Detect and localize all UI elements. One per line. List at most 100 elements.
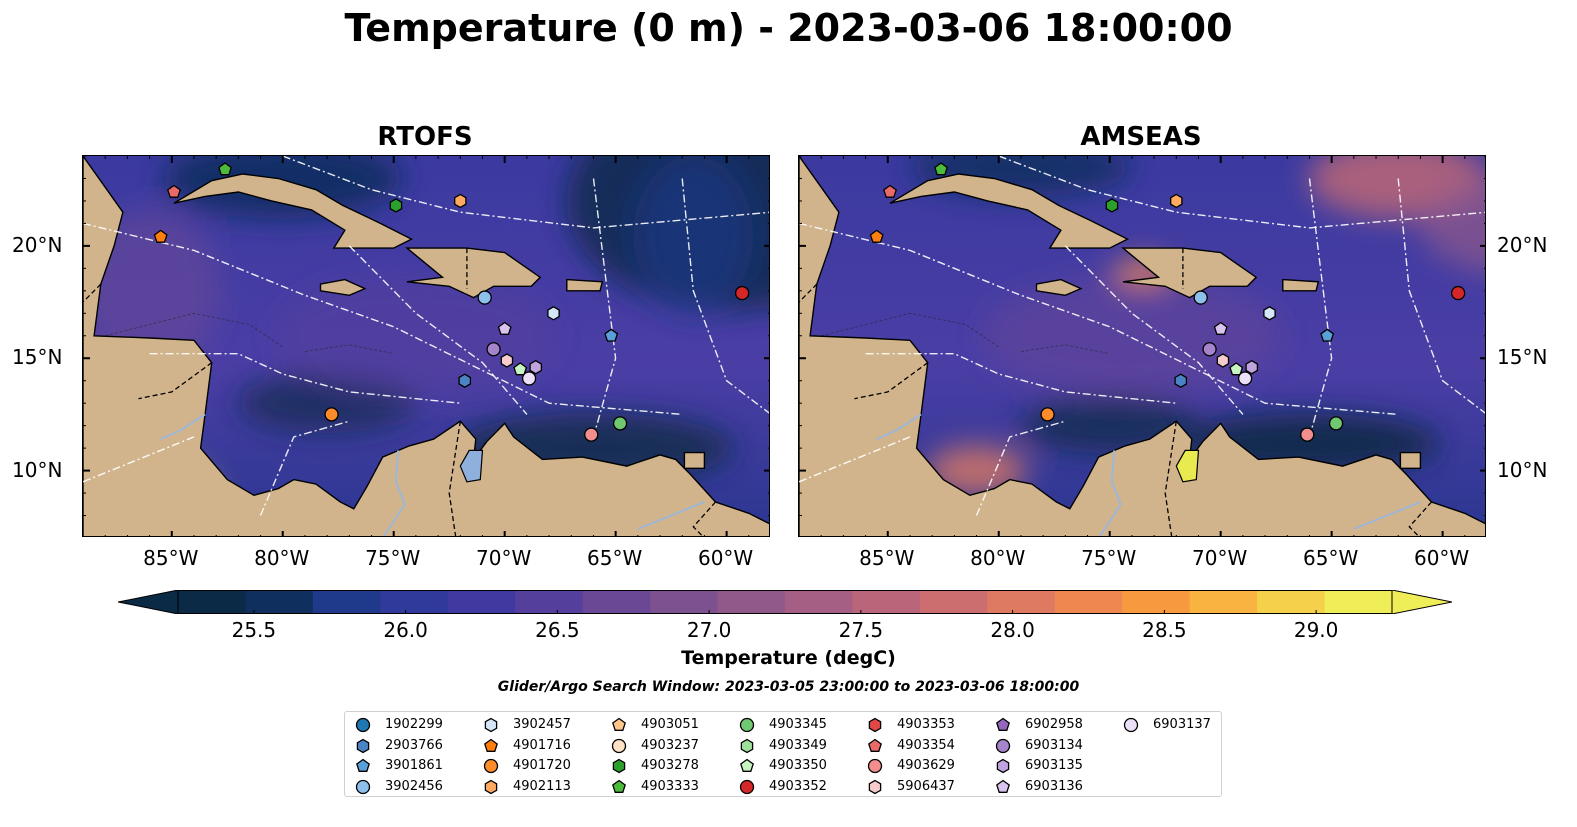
country-border [448, 421, 461, 536]
float-marker-6903134 [486, 342, 501, 357]
colorbar-tick-label: 28.5 [1142, 618, 1187, 642]
eez-boundary [1308, 178, 1333, 438]
colorbar-segment [1054, 590, 1123, 614]
amseas-map-svg [799, 156, 1485, 536]
colorbar-segment [785, 590, 853, 614]
colorbar-segment [1122, 590, 1191, 614]
land-puertoRico [566, 278, 604, 292]
colorbar-tick-label: 27.5 [838, 618, 884, 642]
legend-label: 6903134 [1025, 737, 1083, 753]
float-marker-2903766 [1174, 373, 1188, 388]
legend-label: 4903349 [769, 737, 827, 753]
legend-marker [484, 779, 498, 794]
float-marker-6903135 [1245, 359, 1259, 375]
float-marker-4901720 [324, 407, 339, 422]
legend-label: 4902113 [513, 778, 571, 794]
float-marker-3902457 [547, 306, 560, 321]
legend-marker [867, 758, 883, 774]
legend-label: 4903333 [641, 778, 699, 794]
colorbar-max-extend [1391, 590, 1452, 614]
float-marker-3902457 [1263, 306, 1276, 321]
colorbar-segment [380, 590, 449, 614]
legend-label: 3902456 [385, 778, 443, 794]
lon-tick-label: 60°W [1413, 546, 1470, 570]
bathymetry-contour [105, 312, 283, 348]
legend-label: 6902958 [1025, 717, 1083, 732]
float-marker-3902456 [477, 290, 492, 305]
lon-tick-label: 65°W [1303, 546, 1359, 570]
eez-boundary [348, 245, 528, 415]
land-trinidad [1399, 451, 1422, 469]
eez-boundary [681, 178, 769, 414]
country-border [1164, 421, 1177, 536]
eez-boundary [83, 222, 683, 416]
colorbar-segment [1189, 590, 1258, 614]
eez-boundary [592, 178, 617, 438]
float-marker-6903137 [1237, 371, 1253, 386]
lon-tick-label: 70°W [476, 546, 532, 570]
lat-tick-label: 20°N [12, 232, 63, 257]
colorbar-segment [582, 590, 651, 614]
country-border [1408, 501, 1432, 536]
colorbar-label: Temperature (degC) [681, 647, 896, 669]
eez-boundary [799, 222, 1399, 416]
river [1098, 450, 1122, 536]
float-marker-4901716 [869, 229, 884, 243]
river [876, 413, 922, 441]
eez-boundary [975, 420, 1066, 516]
colorbar-segment [1324, 590, 1393, 614]
float-marker-4901716 [153, 229, 168, 243]
colorbar-tick-label: 26.5 [535, 618, 580, 642]
legend-label: 4903345 [769, 717, 827, 732]
float-marker-4903345 [1328, 416, 1344, 431]
float-marker-4903352 [734, 285, 750, 301]
river [637, 501, 705, 530]
legend-marker [612, 779, 626, 793]
legend-marker [740, 738, 754, 753]
float-marker-3901861 [1320, 328, 1335, 342]
lat-tick-label: 10°N [1497, 457, 1548, 482]
colorbar-tick-label: 28.0 [990, 618, 1035, 642]
float-marker-4902113 [454, 193, 467, 209]
lon-tick-label: 75°W [365, 546, 421, 570]
float-marker-4901720 [1040, 407, 1055, 422]
legend-label: 4903278 [641, 758, 699, 773]
panel-title-rtofs: RTOFS [377, 122, 473, 152]
legend-label: 1902299 [385, 717, 443, 732]
land-centralAmerica [799, 156, 1485, 536]
legend-marker [355, 779, 371, 794]
float-marker-2903766 [458, 373, 472, 388]
float-marker-6903136 [1213, 321, 1228, 335]
colorbar-segment [245, 590, 314, 614]
float-marker-4903354 [883, 184, 897, 198]
land-centralAmerica [83, 156, 769, 536]
bathymetry-contour [1020, 344, 1110, 355]
float-marker-6903134 [1202, 342, 1217, 357]
amseas-map-panel[interactable] [798, 155, 1486, 537]
lon-tick-label: 65°W [587, 546, 643, 570]
legend-label: 2903766 [385, 737, 443, 753]
eez-boundary [1397, 178, 1485, 414]
legend-marker [612, 717, 626, 731]
legend-label: 6903136 [1025, 778, 1083, 794]
figure-title: Temperature (0 m) - 2023-03-06 18:00:00 [344, 6, 1233, 50]
legend-label: 3902457 [513, 717, 571, 732]
legend-marker [996, 779, 1010, 793]
eez-boundary [83, 436, 195, 483]
rtofs-map-panel[interactable] [82, 155, 770, 537]
lat-tick-label: 10°N [12, 457, 63, 482]
float-marker-5906437 [500, 353, 514, 368]
legend-label: 5906437 [897, 778, 955, 794]
lon-tick-label: 60°W [697, 546, 754, 570]
eez-boundary [149, 353, 461, 404]
float-marker-4903278 [389, 198, 403, 213]
float-marker-4902113 [1170, 193, 1183, 209]
lon-tick-label: 85°W [143, 546, 199, 570]
legend-label: 4903051 [641, 717, 699, 732]
eez-boundary [998, 156, 1485, 229]
legend-label: 6903137 [1153, 717, 1211, 732]
float-marker-4903352 [1450, 285, 1466, 301]
float-legend: 1902299 2903766 3901861 3902456 3902457 49017… [344, 711, 1222, 797]
colorbar-tick-label: 27.0 [686, 618, 732, 642]
land-hispaniola [405, 247, 542, 299]
